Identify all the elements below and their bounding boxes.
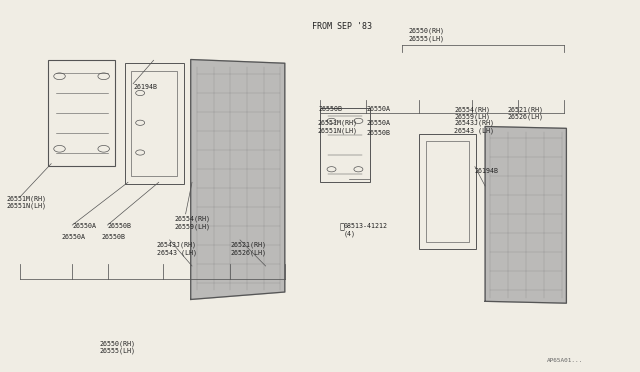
Bar — [131, 71, 177, 176]
Text: 26194B: 26194B — [133, 84, 157, 90]
Bar — [419, 134, 476, 249]
Text: 08513-41212
(4): 08513-41212 (4) — [344, 223, 388, 237]
Text: 26521(RH)
26526(LH): 26521(RH) 26526(LH) — [508, 106, 543, 120]
Text: 26551M(RH)
26551N(LH): 26551M(RH) 26551N(LH) — [317, 120, 357, 134]
Text: 26550(RH)
26555(LH): 26550(RH) 26555(LH) — [408, 28, 444, 42]
Text: Ⓝ: Ⓝ — [339, 222, 344, 231]
Bar — [320, 108, 370, 182]
Text: 26550B: 26550B — [101, 234, 125, 240]
Text: 26554(RH)
26559(LH): 26554(RH) 26559(LH) — [454, 106, 490, 120]
Polygon shape — [191, 60, 285, 299]
Bar — [426, 141, 469, 242]
Text: 26550A: 26550A — [366, 106, 390, 112]
Text: 26521(RH)
26526(LH): 26521(RH) 26526(LH) — [230, 242, 266, 256]
Text: 26550A: 26550A — [61, 234, 86, 240]
Text: AP65A01...: AP65A01... — [547, 358, 584, 363]
Text: 26550A: 26550A — [366, 120, 390, 126]
Bar — [125, 63, 184, 184]
Text: 26550B: 26550B — [366, 130, 390, 136]
Bar — [48, 60, 115, 166]
Text: 26543J(RH)
26543 (LH): 26543J(RH) 26543 (LH) — [157, 242, 197, 256]
Text: 26550B: 26550B — [319, 106, 343, 112]
Text: FROM SEP '83: FROM SEP '83 — [312, 22, 372, 31]
Text: 26550(RH)
26555(LH): 26550(RH) 26555(LH) — [99, 340, 135, 355]
Text: 26543J(RH)
26543 (LH): 26543J(RH) 26543 (LH) — [454, 120, 494, 134]
Text: 26554(RH)
26559(LH): 26554(RH) 26559(LH) — [174, 216, 210, 230]
Text: 26550A: 26550A — [72, 223, 97, 229]
Text: 26551M(RH)
26551N(LH): 26551M(RH) 26551N(LH) — [6, 195, 46, 209]
Text: 26194B: 26194B — [475, 168, 499, 174]
Polygon shape — [485, 126, 566, 303]
Text: 26550B: 26550B — [108, 223, 132, 229]
